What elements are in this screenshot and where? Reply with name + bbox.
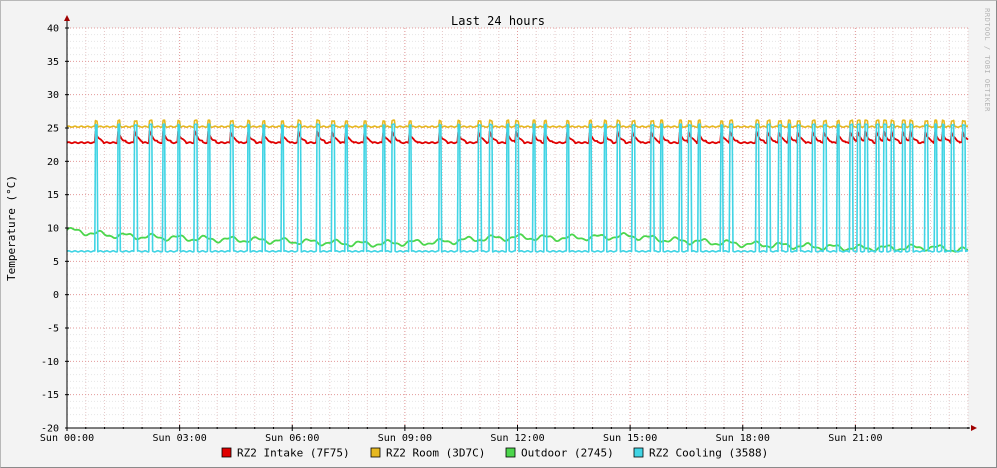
x-tick-label: Sun 15:00	[603, 433, 657, 444]
x-axis-arrow	[971, 425, 977, 431]
watermark: RRDTOOL / TOBI OETIKER	[983, 8, 991, 112]
x-tick-label: Sun 03:00	[153, 433, 207, 444]
axes	[64, 15, 977, 431]
grid	[66, 27, 969, 429]
legend-label: RZ2 Intake (7F75)	[237, 447, 350, 460]
y-tick-label: -10	[41, 357, 59, 368]
series-line-3	[66, 123, 969, 253]
y-tick-label: 10	[47, 224, 59, 235]
y-tick-label: 35	[47, 57, 59, 68]
legend-swatch	[633, 447, 644, 458]
y-tick-label: 5	[53, 257, 59, 268]
x-tick-label: Sun 09:00	[378, 433, 432, 444]
legend-swatch	[505, 447, 516, 458]
legend-entry: RZ2 Intake (7F75)	[221, 447, 350, 460]
series-lines	[66, 119, 969, 253]
chart-title: Last 24 hours	[451, 14, 545, 28]
legend-swatch	[370, 447, 381, 458]
y-tick-label: 20	[47, 157, 59, 168]
y-axis-arrow	[64, 15, 70, 21]
y-tick-label: -15	[41, 390, 59, 401]
y-axis-label: Temperature (°C)	[5, 175, 18, 281]
legend-entry: Outdoor (2745)	[505, 447, 614, 460]
x-tick-labels: Sun 00:00 Sun 03:00 Sun 06:00 Sun 09:00 Sun …	[40, 433, 883, 444]
x-tick-label: Sun 21:00	[828, 433, 882, 444]
legend: RZ2 Intake (7F75) RZ2 Room (3D7C) Outdoor …	[221, 447, 768, 460]
legend-label: RZ2 Cooling (3588)	[649, 447, 768, 460]
y-tick-labels: 40 35 30 25 20 15 10 5 0 -5 -10 -15 -20	[41, 24, 59, 435]
y-tick-label: 25	[47, 124, 59, 135]
series-line-2	[66, 227, 969, 253]
series-line-1	[66, 119, 969, 128]
y-tick-label: -20	[41, 424, 59, 435]
y-tick-label: 30	[47, 90, 59, 101]
legend-entry: RZ2 Cooling (3588)	[633, 447, 768, 460]
y-tick-label: -5	[47, 324, 59, 335]
y-tick-label: 0	[53, 290, 59, 301]
x-tick-label: Sun 00:00	[40, 433, 94, 444]
legend-label: RZ2 Room (3D7C)	[386, 447, 485, 460]
x-tick-label: Sun 18:00	[716, 433, 770, 444]
series-line-0	[66, 129, 969, 145]
legend-label: Outdoor (2745)	[521, 447, 614, 460]
y-tick-label: 15	[47, 190, 59, 201]
y-tick-label: 40	[47, 24, 59, 35]
x-tick-label: Sun 12:00	[490, 433, 544, 444]
legend-swatch	[221, 447, 232, 458]
x-tick-label: Sun 06:00	[265, 433, 319, 444]
legend-entry: RZ2 Room (3D7C)	[370, 447, 485, 460]
